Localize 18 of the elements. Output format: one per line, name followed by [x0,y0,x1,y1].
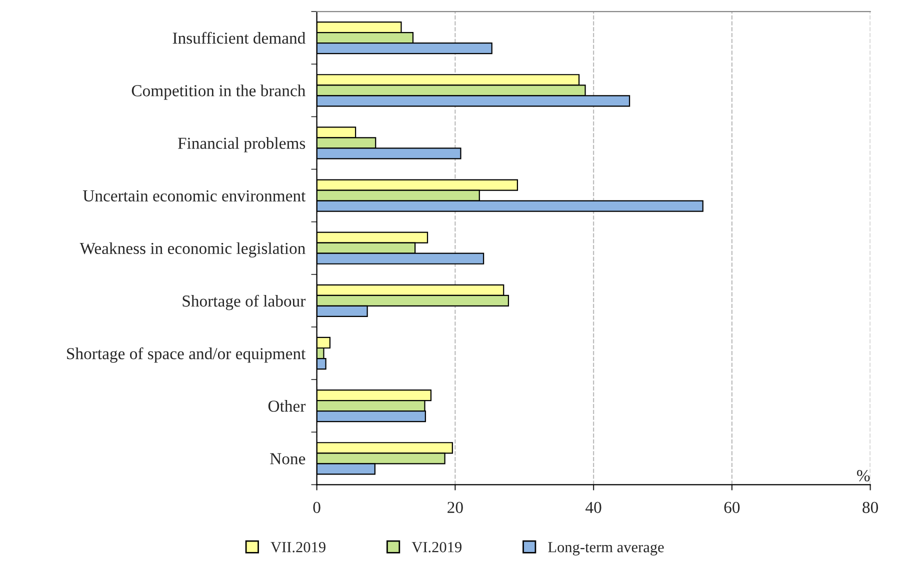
y-tick-label: Shortage of space and/or equipment [67,347,306,363]
y-tick-label: Other [268,400,306,412]
x-tick-label: 0 [313,502,320,514]
legend-label: Long-term average [548,542,664,556]
legend-label: VII.2019 [270,542,326,552]
x-tick-label: 60 [724,502,740,514]
x-tick-label: 20 [448,502,463,514]
x-tick-label: 40 [586,502,602,514]
y-tick-label: Financial problems [178,137,306,152]
x-axis-title: % [856,470,870,482]
x-tick-label: 80 [862,502,878,514]
y-tick-label: Shortage of labour [182,294,306,310]
y-tick-label: Weakness in economic legislation [80,242,306,258]
y-tick-label: Uncertain economic environment [82,190,306,202]
y-tick-label: Insufficient demand [172,32,306,44]
y-tick-label: None [270,453,306,464]
y-tick-label: Competition in the branch [132,84,306,100]
legend-label: VI.2019 [412,542,462,552]
